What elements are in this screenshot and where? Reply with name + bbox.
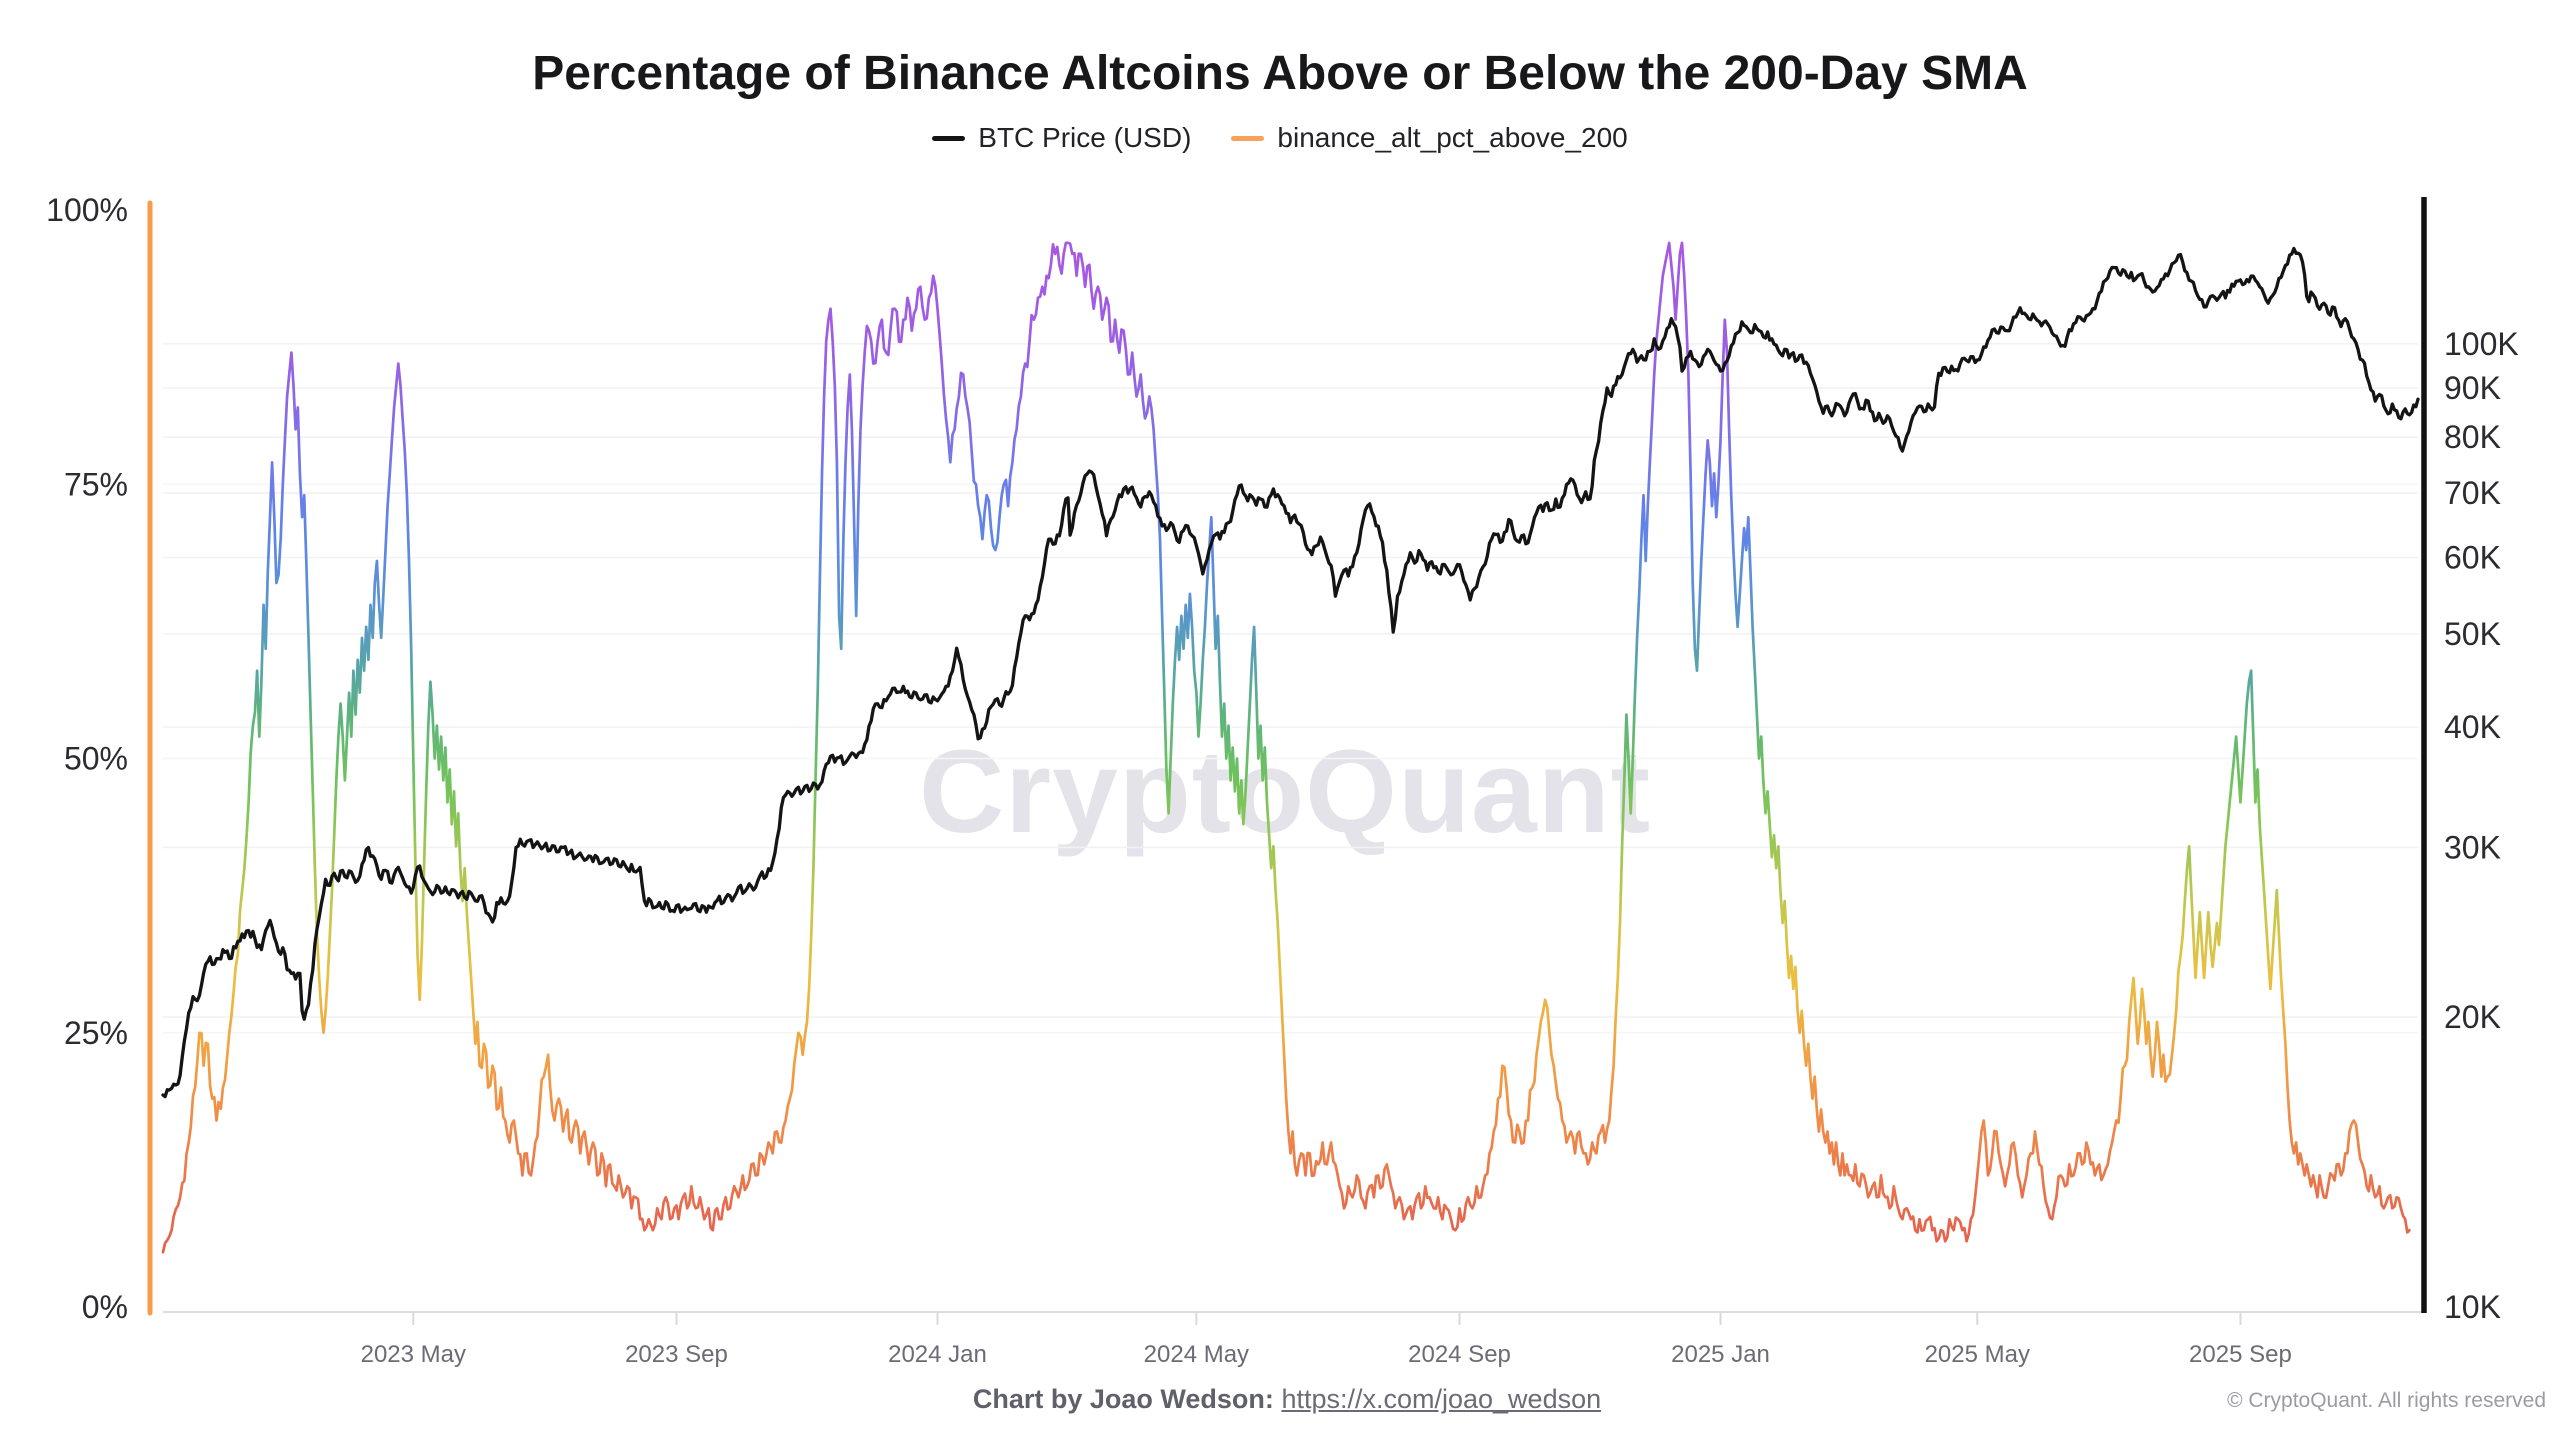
x-axis-label: 2024 May — [1144, 1341, 1249, 1368]
legend-label: binance_alt_pct_above_200 — [1277, 122, 1628, 153]
y-axis-label-right: 80K — [2444, 419, 2501, 455]
legend-item-alt-pct[interactable]: binance_alt_pct_above_200 — [1231, 122, 1628, 154]
x-axis-label: 2023 Sep — [625, 1341, 728, 1368]
legend-label: BTC Price (USD) — [978, 122, 1192, 153]
x-axis-label: 2025 Sep — [2189, 1341, 2292, 1368]
credit-link[interactable]: https://x.com/joao_wedson — [1281, 1384, 1602, 1414]
alt-line-swatch-icon — [1231, 135, 1265, 141]
y-axis-label-right: 10K — [2444, 1289, 2501, 1325]
y-axis-label-left: 50% — [64, 741, 128, 777]
x-axis-label: 2025 May — [1925, 1341, 2030, 1368]
y-axis-label-right: 20K — [2444, 999, 2501, 1035]
y-axis-label-right: 50K — [2444, 616, 2501, 652]
y-axis-label-left: 75% — [64, 466, 128, 502]
y-axis-label-left: 0% — [82, 1289, 128, 1325]
legend: BTC Price (USD) binance_alt_pct_above_20… — [0, 122, 2560, 154]
footer-credit: Chart by Joao Wedson: https://x.com/joao… — [0, 1384, 2560, 1415]
x-axis-label: 2025 Jan — [1671, 1341, 1770, 1368]
btc-price-line — [161, 246, 2420, 1099]
x-axis-label: 2023 May — [361, 1341, 466, 1368]
y-axis-label-right: 60K — [2444, 540, 2501, 576]
y-axis-label-right: 100K — [2444, 326, 2519, 362]
x-axis-label: 2024 Jan — [888, 1341, 987, 1368]
y-axis-label-left: 100% — [46, 192, 128, 228]
y-axis-label-left: 25% — [64, 1015, 128, 1051]
footer-copyright: © CryptoQuant. All rights reserved — [2227, 1389, 2546, 1412]
legend-item-btc-price[interactable]: BTC Price (USD) — [932, 122, 1191, 154]
y-axis-label-right: 90K — [2444, 370, 2501, 406]
credit-author-label: Chart by Joao Wedson: — [972, 1384, 1274, 1414]
chart-title: Percentage of Binance Altcoins Above or … — [532, 47, 2028, 100]
y-axis-label-right: 70K — [2444, 475, 2501, 511]
y-axis-label-right: 40K — [2444, 709, 2501, 745]
y-axis-label-right: 30K — [2444, 829, 2501, 865]
x-axis-label: 2024 Sep — [1408, 1341, 1511, 1368]
alt-pct-line — [161, 241, 2411, 1254]
btc-line-swatch-icon — [932, 135, 966, 141]
